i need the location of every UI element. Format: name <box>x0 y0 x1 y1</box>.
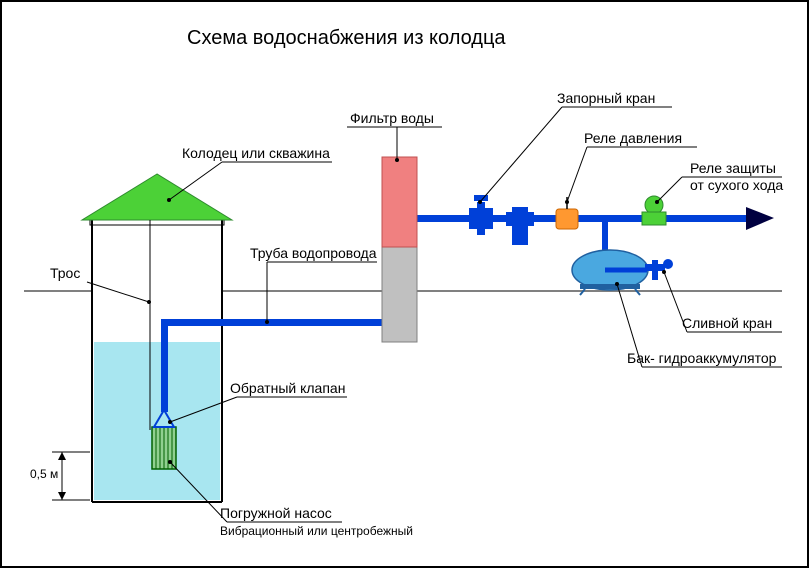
pump-sub-label: Вибрационный или центробежный <box>220 524 413 538</box>
filter-label: Фильтр воды <box>350 110 434 126</box>
shut-valve-label: Запорный кран <box>557 90 655 106</box>
drain-label: Сливной кран <box>682 315 772 331</box>
dry-run-label2: от сухого хода <box>690 177 783 193</box>
check-valve-label: Обратный клапан <box>230 380 345 396</box>
tank-label: Бак- гидроаккумулятор <box>627 350 776 366</box>
pipe-label: Труба водопровода <box>250 245 377 261</box>
pump-label: Погружной насос <box>220 505 332 521</box>
cable-label: Трос <box>50 265 80 281</box>
dry-run-label: Реле защиты <box>690 160 776 176</box>
well-label: Колодец или скважина <box>182 145 330 161</box>
leader-lines <box>2 2 809 570</box>
pressure-relay-label: Реле давления <box>584 130 682 146</box>
